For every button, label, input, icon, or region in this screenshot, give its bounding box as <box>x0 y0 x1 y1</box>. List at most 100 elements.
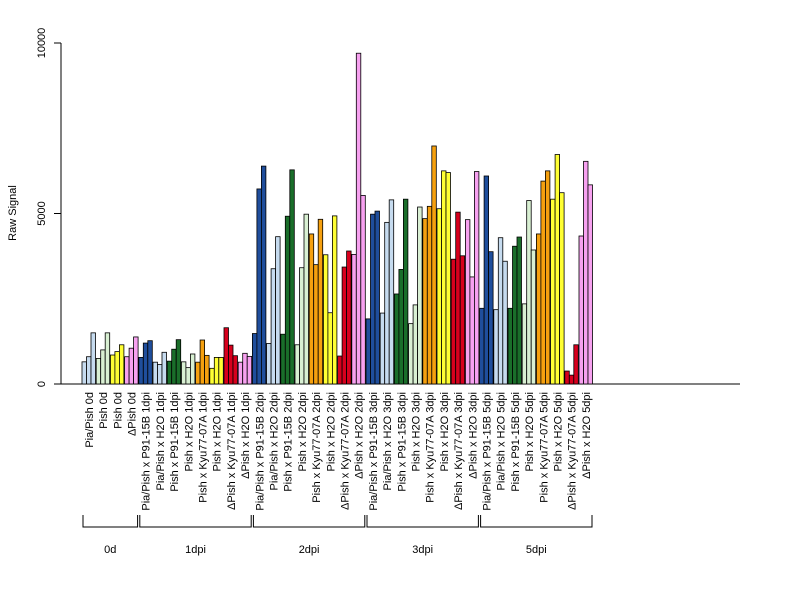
bar <box>199 339 206 385</box>
bar <box>564 370 570 385</box>
bar <box>417 206 423 385</box>
bar <box>104 332 111 385</box>
bar <box>473 171 480 385</box>
bar <box>280 333 286 385</box>
bar <box>294 344 300 385</box>
bar <box>445 172 451 385</box>
bar <box>536 233 542 385</box>
bar <box>86 356 92 385</box>
bar <box>213 357 220 385</box>
bar <box>81 361 87 385</box>
category-label: Pish x H2O 5dpi <box>524 392 536 471</box>
bar <box>360 195 366 385</box>
category-label: ΔPish x Kyu77-07A 1dpi <box>226 392 238 510</box>
bar <box>483 175 490 385</box>
bar <box>426 205 433 385</box>
category-label: Pia/Pish 0d <box>84 392 96 448</box>
group-bracket <box>252 515 366 528</box>
bar <box>459 255 466 385</box>
bar <box>587 184 593 385</box>
category-label: ΔPish 0d <box>127 392 139 436</box>
group-label: 0d <box>104 544 116 556</box>
bar <box>488 251 494 385</box>
bar <box>223 327 229 385</box>
bar <box>171 348 177 385</box>
bar <box>374 210 380 385</box>
y-tick-label: 5000 <box>36 201 48 225</box>
bar <box>289 169 295 385</box>
bar <box>450 258 457 385</box>
bar <box>180 361 187 385</box>
bar <box>95 358 102 385</box>
y-axis: 0 5000 10000 <box>36 28 62 387</box>
category-label: Pia/Pish x P91-15B 1dpi <box>141 392 153 511</box>
category-label: Pia/Pish x P91-15B 2dpi <box>254 392 266 511</box>
bar <box>370 213 376 385</box>
category-label: Pish x Kyu77-07A 5dpi <box>538 392 550 503</box>
bar <box>512 245 518 385</box>
category-label: ΔPish x H2O 3dpi <box>467 392 479 479</box>
bar <box>412 304 419 385</box>
group-label: 3dpi <box>412 544 433 556</box>
bar <box>341 266 348 385</box>
bar <box>327 312 333 385</box>
bar <box>464 219 471 385</box>
category-label: Pish x Kyu77-07A 3dpi <box>425 392 437 503</box>
bar <box>128 347 135 385</box>
category-label: Pish x H2O 1dpi <box>212 392 224 471</box>
bar <box>185 367 191 385</box>
bar <box>516 236 522 385</box>
category-label: Pish x H2O 3dpi <box>439 392 451 471</box>
group-bracket <box>366 515 479 528</box>
bar <box>317 218 324 385</box>
bar <box>232 355 238 385</box>
bar <box>242 352 248 385</box>
bar <box>540 180 546 385</box>
bar <box>284 215 291 385</box>
category-label: ΔPish x H2O 2dpi <box>354 392 366 479</box>
bar <box>355 52 362 385</box>
category-label: Pish x H2O 2dpi <box>325 392 337 471</box>
bar <box>431 145 437 385</box>
bar <box>110 354 116 385</box>
group-bracket <box>480 515 593 528</box>
category-label: Pish x Kyu77-07A 2dpi <box>311 392 323 503</box>
category-label: Pish x H2O 5dpi <box>553 392 565 471</box>
bar <box>189 353 196 385</box>
bar <box>502 260 508 385</box>
category-label: ΔPish x H2O 1dpi <box>240 392 252 479</box>
bar <box>260 165 267 385</box>
group-label: 1dpi <box>185 544 206 556</box>
bar <box>384 221 390 385</box>
group-label: 5dpi <box>526 544 547 556</box>
group-brackets: 0d 1dpi 2dpi 3dpi 5dpi <box>82 515 593 556</box>
bar <box>479 307 485 385</box>
category-label: Pia/Pish x H2O 1dpi <box>155 392 167 490</box>
bar <box>559 192 565 385</box>
bar <box>209 367 215 385</box>
bar <box>218 357 224 385</box>
bar <box>469 276 475 385</box>
group-bracket <box>139 515 252 528</box>
bar <box>351 254 357 385</box>
category-label: Pish x P91-15B 2dpi <box>283 392 295 492</box>
bar <box>195 361 201 385</box>
bar <box>530 249 537 385</box>
category-label: Pia/Pish x H2O 2dpi <box>269 392 281 490</box>
category-label: ΔPish x Kyu77-07A 3dpi <box>453 392 465 510</box>
bar <box>422 218 428 385</box>
category-label: ΔPish x H2O 5dpi <box>581 392 593 479</box>
bar <box>398 269 404 385</box>
bar <box>313 264 319 385</box>
category-label: ΔPish x Kyu77-07A 2dpi <box>340 392 352 510</box>
y-axis-title: Raw Signal <box>7 185 19 241</box>
category-label: Pish x H2O 2dpi <box>297 392 309 471</box>
bar <box>507 307 513 385</box>
bar <box>251 333 258 385</box>
y-tick-label: 10000 <box>36 28 48 59</box>
category-label: Pish x H2O 1dpi <box>183 392 195 471</box>
category-labels: Pia/Pish 0d Pish 0d Pish 0d ΔPish 0d Pia/Pis… <box>84 392 593 511</box>
category-label: Pish x P91-15B 1dpi <box>169 392 181 492</box>
bar <box>119 344 125 385</box>
category-label: Pia/Pish x H2O 5dpi <box>496 392 508 490</box>
